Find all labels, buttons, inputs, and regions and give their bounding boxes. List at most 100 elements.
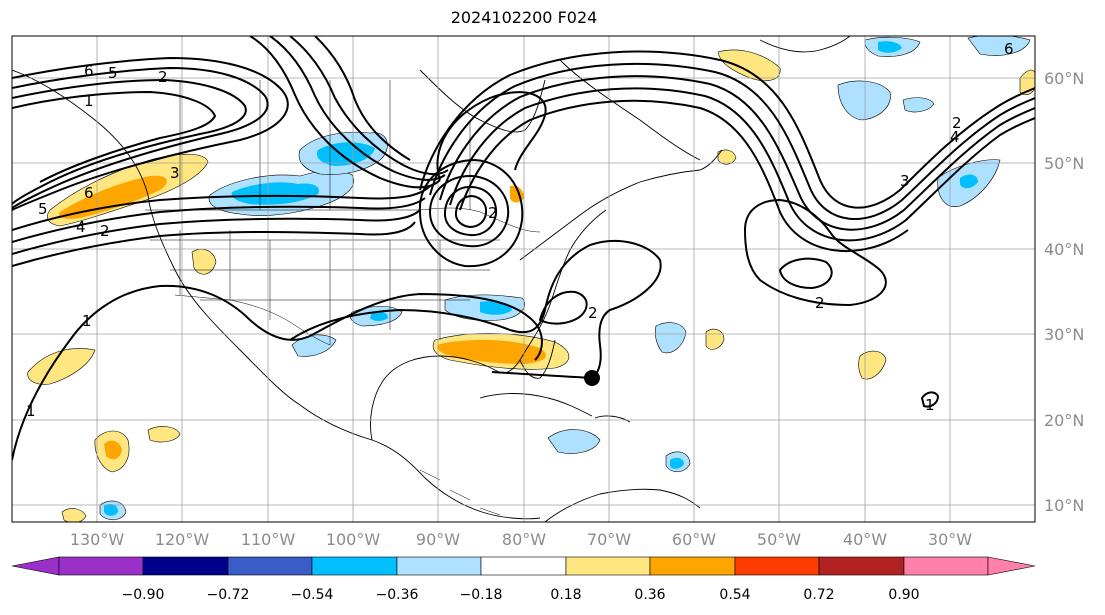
anomaly-core-blue bbox=[878, 41, 902, 53]
contour-label: 6 bbox=[84, 184, 94, 202]
contour-line bbox=[419, 50, 1035, 209]
lon-label: 100°W bbox=[326, 530, 381, 549]
colorbar-segment bbox=[818, 556, 905, 576]
contour-line bbox=[12, 209, 421, 255]
lat-label: 50°N bbox=[1044, 154, 1084, 173]
contour-label: 1 bbox=[82, 312, 92, 330]
colorbar bbox=[11, 556, 1036, 576]
contour-line bbox=[538, 290, 588, 325]
colorbar-tick: 0.90 bbox=[888, 587, 919, 603]
anomaly-core-orange bbox=[437, 339, 546, 364]
colorbar-segment bbox=[311, 556, 398, 576]
lat-label: 30°N bbox=[1044, 325, 1084, 344]
colorbar-segment bbox=[227, 556, 313, 576]
anomaly-core-blue bbox=[960, 174, 978, 189]
lat-label: 60°N bbox=[1044, 69, 1084, 88]
colorbar-tick: 0.36 bbox=[634, 587, 665, 603]
border-central-america bbox=[419, 469, 501, 516]
anomaly-core-blue bbox=[104, 504, 118, 516]
anomaly-region-yellow bbox=[717, 49, 781, 81]
contour-line bbox=[249, 36, 441, 189]
contour-line bbox=[920, 391, 940, 408]
contour-label: 2 bbox=[100, 222, 110, 240]
lon-label: 30°W bbox=[928, 530, 972, 549]
contour-line bbox=[743, 198, 887, 307]
coastline-hispaniola bbox=[594, 415, 631, 423]
coastline-greenland bbox=[759, 36, 851, 53]
contour-label: 1 bbox=[84, 92, 94, 110]
contour-line bbox=[12, 56, 289, 211]
lon-label: 90°W bbox=[416, 530, 460, 549]
colorbar-tick: −0.36 bbox=[376, 587, 419, 603]
political-borders bbox=[145, 80, 541, 516]
lon-label: 110°W bbox=[241, 530, 296, 549]
contour-line bbox=[314, 36, 411, 161]
contour-label: 4 bbox=[76, 218, 86, 236]
contour-label: 6 bbox=[1004, 40, 1014, 58]
contour-line bbox=[459, 99, 909, 252]
border-states-1 bbox=[179, 230, 441, 345]
contour-labels: 6 5 2 1 3 6 5 4 2 1 2 1 2 3 4 6 2 1 2 bbox=[26, 40, 1014, 420]
colorbar-tick: 0.72 bbox=[803, 587, 834, 603]
contour-line bbox=[449, 87, 1035, 242]
shading-layer bbox=[27, 36, 1035, 522]
contour-line bbox=[12, 90, 217, 183]
contour-line bbox=[12, 78, 247, 205]
lat-label: 20°N bbox=[1044, 411, 1084, 430]
contour-line bbox=[12, 197, 426, 243]
map-border bbox=[11, 35, 1036, 523]
graticule bbox=[12, 36, 1035, 522]
anomaly-core-orange bbox=[58, 175, 167, 219]
colorbar-tick: −0.72 bbox=[207, 587, 250, 603]
colorbar-tick: 0.54 bbox=[719, 587, 750, 603]
colorbar-segment bbox=[565, 556, 651, 576]
colorbar-tick: 0.18 bbox=[550, 587, 581, 603]
contour-line bbox=[12, 221, 416, 267]
anomaly-region-blue bbox=[902, 97, 935, 113]
contour-line bbox=[436, 91, 547, 181]
anomaly-core-blue bbox=[670, 457, 684, 469]
lat-label: 40°N bbox=[1044, 240, 1084, 259]
contour-label: 2 bbox=[815, 294, 825, 312]
anomaly-region-yellow bbox=[27, 348, 96, 385]
lat-label: 10°N bbox=[1044, 496, 1084, 515]
colorbar-segment bbox=[649, 556, 736, 576]
colorbar-extend-low bbox=[11, 556, 60, 576]
contour-label: 5 bbox=[38, 200, 48, 218]
colorbar-tick: −0.18 bbox=[460, 587, 503, 603]
contour-line bbox=[439, 75, 1035, 231]
colorbar-segment bbox=[58, 556, 144, 576]
colorbar-labels: −0.90 −0.72 −0.54 −0.36 −0.18 0.18 0.36 … bbox=[122, 587, 920, 603]
anomaly-region-blue bbox=[547, 429, 601, 454]
coastline-labrador bbox=[559, 59, 701, 161]
anomaly-core-blue bbox=[316, 142, 375, 166]
border-us-mexico bbox=[174, 294, 331, 346]
colorbar-tick: −0.90 bbox=[122, 587, 165, 603]
colorbar-segment bbox=[903, 556, 989, 576]
storm-center-dot bbox=[584, 370, 600, 386]
contour-line bbox=[428, 174, 510, 248]
contour-label: 2 bbox=[158, 68, 168, 86]
lon-label: 40°W bbox=[843, 530, 887, 549]
coastline-south-america bbox=[544, 488, 701, 522]
colorbar-extend-high bbox=[987, 556, 1036, 576]
contour-line bbox=[418, 158, 524, 268]
colorbar-segment bbox=[142, 556, 229, 576]
contour-line bbox=[12, 284, 543, 461]
contour-line bbox=[269, 36, 446, 181]
coastline-cuba bbox=[479, 393, 593, 417]
contour-label: 1 bbox=[26, 402, 36, 420]
contour-line bbox=[12, 66, 269, 209]
anomaly-core-blue bbox=[231, 182, 319, 205]
contour-line bbox=[429, 62, 1035, 220]
lon-label: 70°W bbox=[587, 530, 631, 549]
contour-label: 3 bbox=[900, 172, 910, 190]
colorbar-segment bbox=[396, 556, 482, 576]
anomaly-core-blue bbox=[370, 311, 388, 321]
lon-label: 50°W bbox=[757, 530, 801, 549]
contour-label: 6 bbox=[84, 62, 94, 80]
contour-line bbox=[289, 36, 449, 176]
lon-label: 80°W bbox=[502, 530, 546, 549]
contour-label: 2 bbox=[952, 114, 962, 132]
